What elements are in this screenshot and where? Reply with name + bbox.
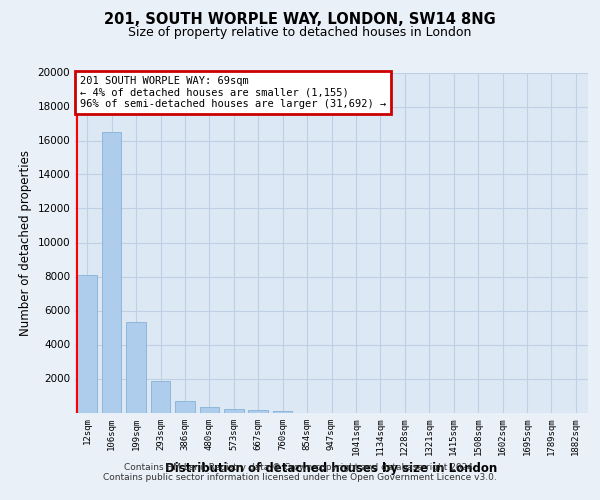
Text: Contains public sector information licensed under the Open Government Licence v3: Contains public sector information licen… bbox=[103, 472, 497, 482]
Text: 201, SOUTH WORPLE WAY, LONDON, SW14 8NG: 201, SOUTH WORPLE WAY, LONDON, SW14 8NG bbox=[104, 12, 496, 28]
Y-axis label: Number of detached properties: Number of detached properties bbox=[19, 150, 32, 336]
Bar bbox=[224, 410, 244, 412]
X-axis label: Distribution of detached houses by size in London: Distribution of detached houses by size … bbox=[166, 462, 497, 475]
Text: 201 SOUTH WORPLE WAY: 69sqm
← 4% of detached houses are smaller (1,155)
96% of s: 201 SOUTH WORPLE WAY: 69sqm ← 4% of deta… bbox=[80, 76, 386, 109]
Bar bbox=[248, 410, 268, 412]
Text: Contains HM Land Registry data © Crown copyright and database right 2024.: Contains HM Land Registry data © Crown c… bbox=[124, 462, 476, 471]
Bar bbox=[77, 275, 97, 412]
Bar bbox=[127, 322, 146, 412]
Text: Size of property relative to detached houses in London: Size of property relative to detached ho… bbox=[128, 26, 472, 39]
Bar bbox=[102, 132, 121, 412]
Bar bbox=[175, 400, 194, 412]
Bar bbox=[151, 381, 170, 412]
Bar bbox=[200, 408, 219, 412]
